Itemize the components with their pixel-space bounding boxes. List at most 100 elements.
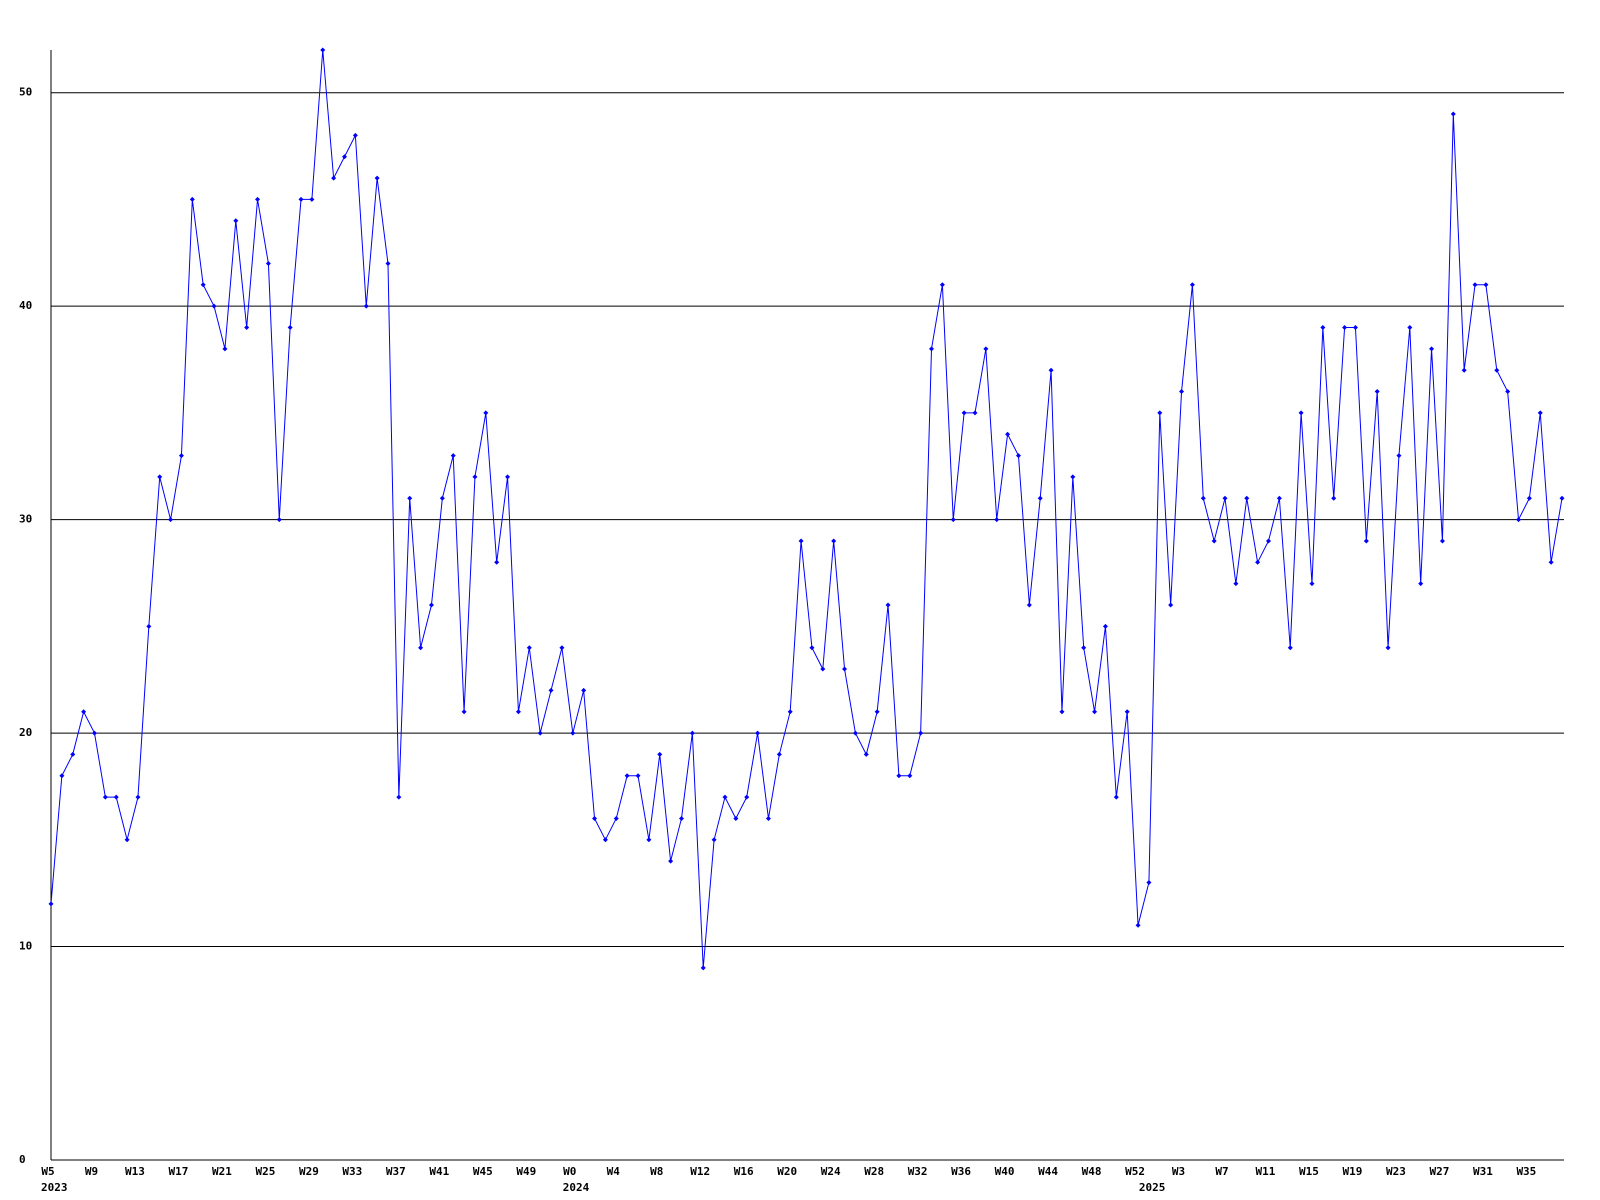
- x-tick-label: W19: [1343, 1165, 1363, 1178]
- data-point: [407, 495, 413, 501]
- x-tick-label: W31: [1473, 1165, 1493, 1178]
- data-point: [1048, 367, 1054, 373]
- data-point: [635, 773, 641, 779]
- data-point: [157, 474, 163, 480]
- data-point: [1331, 495, 1337, 501]
- data-point: [939, 282, 945, 288]
- data-point: [1472, 282, 1478, 288]
- data-point: [961, 410, 967, 416]
- x-tick-label: W13: [125, 1165, 145, 1178]
- data-point: [352, 132, 358, 138]
- data-point: [1559, 495, 1565, 501]
- data-point: [1483, 282, 1489, 288]
- x-tick-label: W35: [1516, 1165, 1536, 1178]
- x-tick-label: W0: [563, 1165, 576, 1178]
- data-point: [983, 346, 989, 352]
- data-point: [526, 645, 532, 651]
- x-tick-label: W12: [690, 1165, 710, 1178]
- y-tick-label: 20: [19, 726, 32, 739]
- data-point: [1418, 581, 1424, 587]
- data-point: [809, 645, 815, 651]
- data-point: [613, 815, 619, 821]
- x-tick-label: W16: [734, 1165, 754, 1178]
- year-label: 2024: [563, 1181, 590, 1194]
- data-line: [50, 49, 1563, 968]
- data-point: [1124, 709, 1130, 715]
- data-point: [1526, 495, 1532, 501]
- y-tick-label: 50: [19, 86, 32, 99]
- x-tick-label: W48: [1082, 1165, 1102, 1178]
- data-point: [1157, 410, 1163, 416]
- data-point: [842, 666, 848, 672]
- data-point: [918, 730, 924, 736]
- data-point: [418, 645, 424, 651]
- data-point: [1211, 538, 1217, 544]
- data-point: [570, 730, 576, 736]
- data-point: [755, 730, 761, 736]
- data-point: [450, 453, 456, 459]
- x-tick-label: W27: [1429, 1165, 1449, 1178]
- data-point: [1439, 538, 1445, 544]
- data-point: [559, 645, 565, 651]
- year-label: 2025: [1139, 1181, 1166, 1194]
- data-point: [1037, 495, 1043, 501]
- x-tick-label: W37: [386, 1165, 406, 1178]
- data-point: [461, 709, 467, 715]
- x-tick-label: W20: [777, 1165, 797, 1178]
- data-point: [1429, 346, 1435, 352]
- data-point: [168, 517, 174, 523]
- data-point: [646, 837, 652, 843]
- x-tick-label: W4: [607, 1165, 621, 1178]
- data-point: [1026, 602, 1032, 608]
- data-point: [711, 837, 717, 843]
- data-point: [896, 773, 902, 779]
- data-point: [1179, 389, 1185, 395]
- data-point: [81, 709, 87, 715]
- x-tick-label: W25: [255, 1165, 275, 1178]
- data-point: [505, 474, 511, 480]
- data-point: [1070, 474, 1076, 480]
- data-point: [929, 346, 935, 352]
- x-tick-label: W7: [1215, 1165, 1228, 1178]
- data-point: [1102, 623, 1108, 629]
- x-tick-label: W36: [951, 1165, 971, 1178]
- data-point: [602, 837, 608, 843]
- data-point: [385, 260, 391, 266]
- data-point: [1113, 794, 1119, 800]
- data-point: [102, 794, 108, 800]
- data-point: [972, 410, 978, 416]
- data-point: [59, 773, 65, 779]
- data-point: [374, 175, 380, 181]
- data-point: [765, 815, 771, 821]
- data-point: [309, 196, 315, 202]
- data-point: [1396, 453, 1402, 459]
- data-point: [1265, 538, 1271, 544]
- data-point: [244, 325, 250, 330]
- x-tick-label: W5: [41, 1165, 54, 1178]
- data-point: [1135, 922, 1141, 928]
- x-tick-label: W32: [908, 1165, 928, 1178]
- x-tick-label: W45: [473, 1165, 493, 1178]
- data-point: [396, 794, 402, 800]
- data-point: [1059, 709, 1065, 715]
- data-point: [1146, 880, 1152, 885]
- data-point: [331, 175, 337, 181]
- x-tick-label: W40: [995, 1165, 1015, 1178]
- data-point: [428, 602, 434, 608]
- data-point: [592, 815, 598, 821]
- data-point: [276, 517, 282, 523]
- data-point: [515, 709, 521, 715]
- data-point: [1081, 645, 1087, 651]
- data-point: [1298, 410, 1304, 416]
- data-point: [1200, 495, 1206, 501]
- data-point: [1516, 517, 1522, 523]
- x-tick-label: W11: [1256, 1165, 1276, 1178]
- data-point: [342, 154, 348, 160]
- data-point: [950, 517, 956, 523]
- data-point: [211, 303, 217, 309]
- data-point: [265, 260, 271, 266]
- data-point: [1494, 367, 1500, 373]
- data-point: [831, 538, 837, 544]
